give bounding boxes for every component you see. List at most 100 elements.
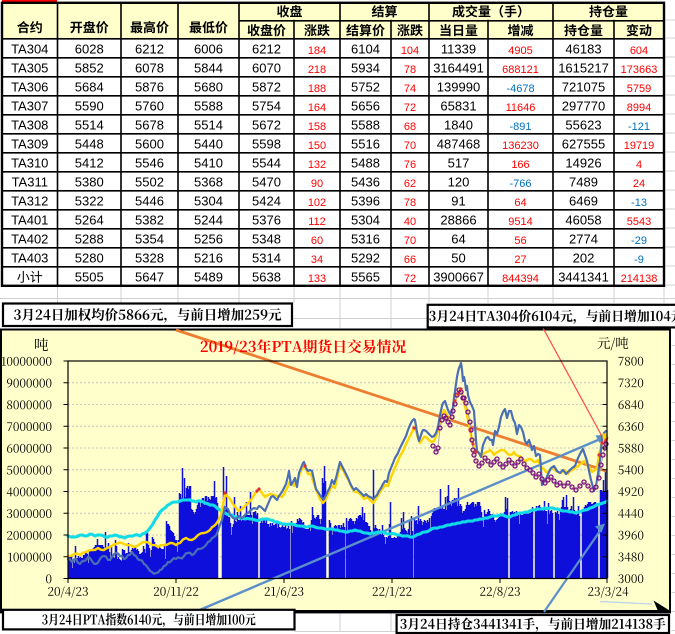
svg-text:5638: 5638 bbox=[252, 270, 281, 285]
svg-text:487468: 487468 bbox=[437, 137, 480, 152]
svg-text:46058: 46058 bbox=[565, 213, 601, 228]
svg-text:5505: 5505 bbox=[75, 270, 104, 285]
svg-text:5354: 5354 bbox=[135, 232, 164, 247]
svg-text:5760: 5760 bbox=[135, 99, 164, 114]
svg-text:64: 64 bbox=[451, 232, 465, 247]
svg-text:5446: 5446 bbox=[135, 194, 164, 209]
svg-text:158: 158 bbox=[308, 121, 326, 133]
svg-text:5852: 5852 bbox=[75, 61, 104, 76]
svg-text:517: 517 bbox=[448, 156, 470, 171]
svg-text:9514: 9514 bbox=[508, 216, 532, 228]
svg-text:68: 68 bbox=[404, 121, 416, 133]
svg-text:5684: 5684 bbox=[75, 80, 104, 95]
svg-text:56: 56 bbox=[514, 235, 526, 247]
svg-text:150: 150 bbox=[308, 140, 326, 152]
svg-text:5680: 5680 bbox=[194, 80, 223, 95]
svg-text:5934: 5934 bbox=[351, 61, 380, 76]
svg-text:TA401: TA401 bbox=[11, 213, 48, 228]
svg-text:5316: 5316 bbox=[351, 232, 380, 247]
svg-text:5565: 5565 bbox=[351, 270, 380, 285]
svg-text:6070: 6070 bbox=[252, 61, 281, 76]
svg-text:136230: 136230 bbox=[502, 140, 539, 152]
svg-text:5244: 5244 bbox=[194, 213, 223, 228]
svg-text:5288: 5288 bbox=[75, 232, 104, 247]
svg-text:TA311: TA311 bbox=[12, 175, 48, 190]
svg-text:62: 62 bbox=[404, 178, 416, 190]
svg-text:5647: 5647 bbox=[135, 270, 164, 285]
svg-text:TA308: TA308 bbox=[11, 118, 48, 133]
svg-text:102: 102 bbox=[308, 197, 326, 209]
svg-text:164: 164 bbox=[308, 102, 326, 114]
svg-text:5656: 5656 bbox=[351, 99, 380, 114]
svg-text:70: 70 bbox=[404, 235, 416, 247]
svg-text:5516: 5516 bbox=[351, 137, 380, 152]
svg-text:60: 60 bbox=[311, 235, 323, 247]
svg-text:TA309: TA309 bbox=[11, 137, 48, 152]
svg-text:76: 76 bbox=[404, 159, 416, 171]
svg-text:132: 132 bbox=[308, 159, 326, 171]
svg-text:5600: 5600 bbox=[135, 137, 164, 152]
svg-text:5470: 5470 bbox=[252, 175, 281, 190]
svg-text:5488: 5488 bbox=[351, 156, 380, 171]
svg-text:5543: 5543 bbox=[627, 216, 651, 228]
svg-text:5368: 5368 bbox=[194, 175, 223, 190]
svg-text:5314: 5314 bbox=[252, 251, 281, 266]
svg-text:184: 184 bbox=[308, 45, 326, 57]
svg-text:139990: 139990 bbox=[437, 80, 480, 95]
svg-text:844394: 844394 bbox=[502, 273, 539, 285]
svg-text:11646: 11646 bbox=[506, 102, 536, 114]
svg-text:70: 70 bbox=[404, 140, 416, 152]
svg-text:50: 50 bbox=[451, 251, 465, 266]
svg-text:5292: 5292 bbox=[351, 251, 380, 266]
svg-text:5328: 5328 bbox=[135, 251, 164, 266]
svg-text:5448: 5448 bbox=[75, 137, 104, 152]
svg-text:5759: 5759 bbox=[627, 83, 651, 95]
svg-text:5216: 5216 bbox=[194, 251, 223, 266]
svg-text:1615217: 1615217 bbox=[558, 61, 609, 76]
svg-text:7489: 7489 bbox=[569, 175, 598, 190]
svg-text:5502: 5502 bbox=[135, 175, 164, 190]
svg-text:5412: 5412 bbox=[75, 156, 104, 171]
svg-text:6212: 6212 bbox=[135, 42, 164, 57]
svg-text:5304: 5304 bbox=[194, 194, 223, 209]
svg-text:27: 27 bbox=[514, 254, 526, 266]
svg-text:65831: 65831 bbox=[440, 99, 476, 114]
svg-text:604: 604 bbox=[630, 45, 648, 57]
svg-text:627555: 627555 bbox=[562, 137, 605, 152]
svg-text:5396: 5396 bbox=[351, 194, 380, 209]
svg-text:5264: 5264 bbox=[75, 213, 104, 228]
svg-text:5546: 5546 bbox=[135, 156, 164, 171]
svg-text:5304: 5304 bbox=[351, 213, 380, 228]
svg-text:5489: 5489 bbox=[194, 270, 223, 285]
svg-text:5598: 5598 bbox=[252, 137, 281, 152]
svg-text:133: 133 bbox=[308, 273, 326, 285]
svg-text:104: 104 bbox=[401, 45, 419, 57]
svg-text:-121: -121 bbox=[628, 121, 650, 133]
svg-text:5380: 5380 bbox=[75, 175, 104, 190]
svg-text:14926: 14926 bbox=[565, 156, 601, 171]
svg-text:112: 112 bbox=[308, 216, 326, 228]
svg-text:5588: 5588 bbox=[351, 118, 380, 133]
svg-text:6212: 6212 bbox=[252, 42, 281, 57]
svg-text:5844: 5844 bbox=[194, 61, 223, 76]
svg-text:5410: 5410 bbox=[194, 156, 223, 171]
svg-text:46183: 46183 bbox=[565, 42, 601, 57]
svg-text:66: 66 bbox=[404, 254, 416, 266]
svg-text:5754: 5754 bbox=[252, 99, 281, 114]
svg-text:5376: 5376 bbox=[252, 213, 281, 228]
svg-text:TA304: TA304 bbox=[11, 42, 48, 57]
svg-text:TA310: TA310 bbox=[11, 156, 48, 171]
svg-text:6469: 6469 bbox=[569, 194, 598, 209]
svg-text:TA305: TA305 bbox=[11, 61, 48, 76]
svg-text:5590: 5590 bbox=[75, 99, 104, 114]
svg-text:TA306: TA306 bbox=[11, 80, 48, 95]
svg-text:TA403: TA403 bbox=[11, 251, 48, 266]
svg-text:5678: 5678 bbox=[135, 118, 164, 133]
svg-text:721075: 721075 bbox=[562, 80, 605, 95]
svg-text:11339: 11339 bbox=[441, 42, 476, 57]
svg-text:214138: 214138 bbox=[621, 273, 658, 285]
svg-text:3441341: 3441341 bbox=[558, 270, 609, 285]
svg-text:-29: -29 bbox=[631, 235, 647, 247]
svg-text:5440: 5440 bbox=[194, 137, 223, 152]
svg-text:TA312: TA312 bbox=[11, 194, 48, 209]
